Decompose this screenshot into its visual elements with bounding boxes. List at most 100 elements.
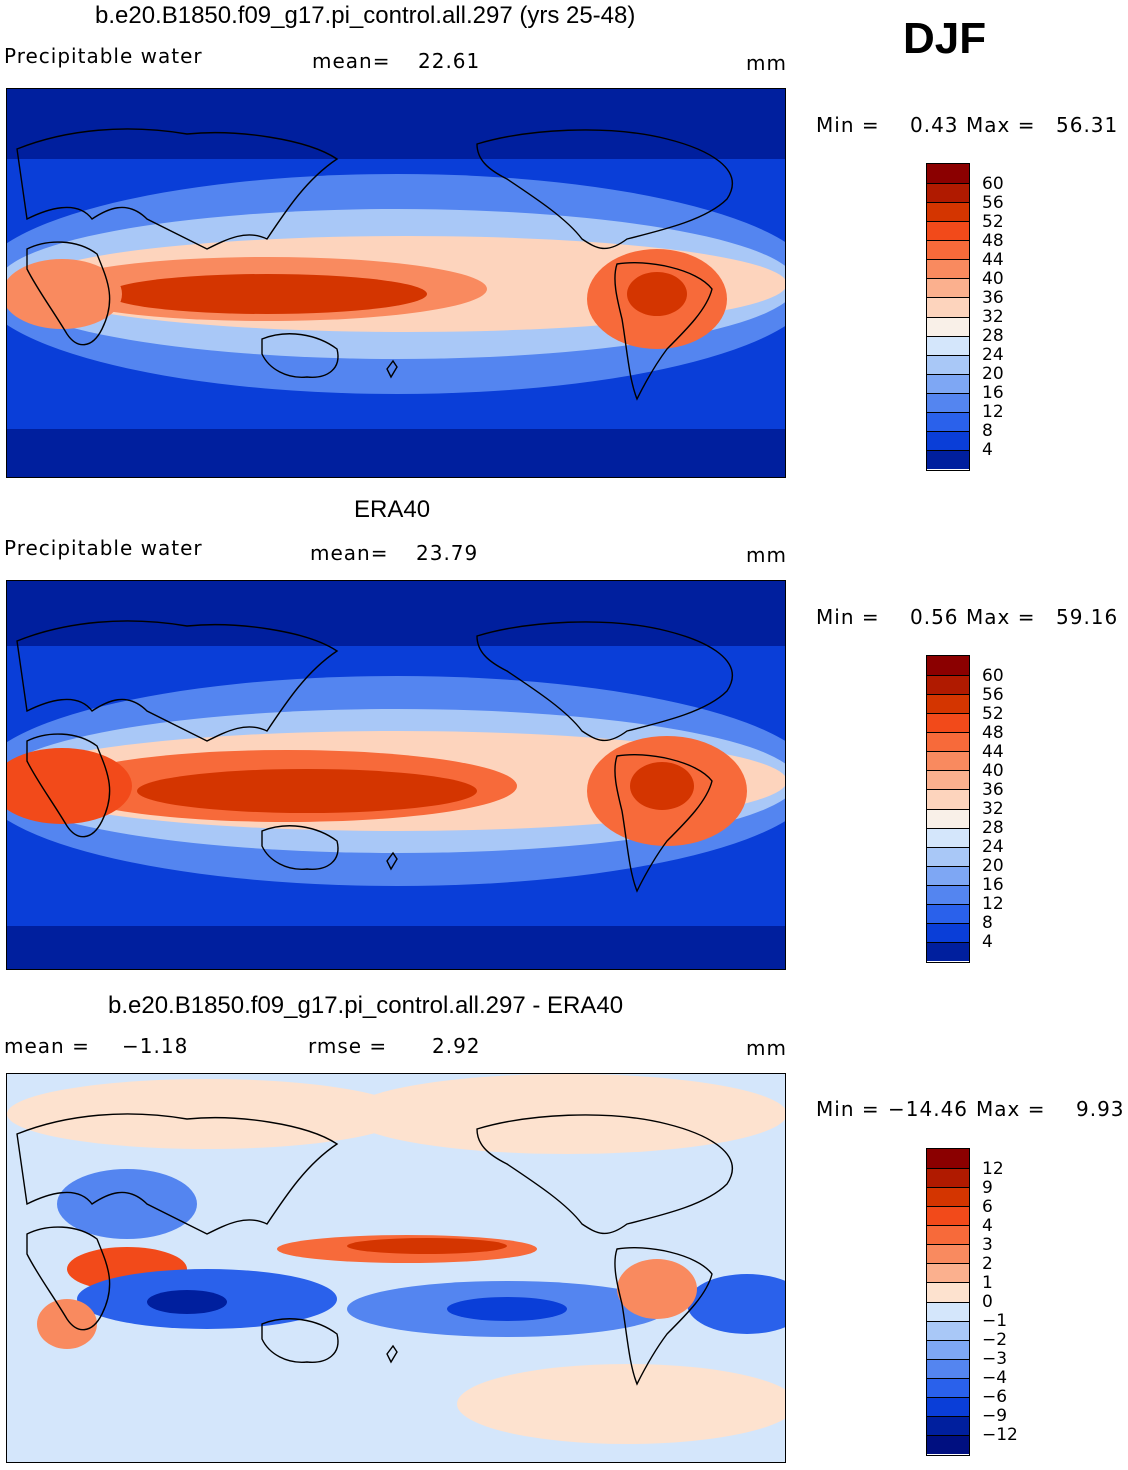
colorbar-swatch — [927, 297, 969, 317]
colorbar-swatch — [927, 922, 969, 942]
panel-3-min-value: −14.46 — [888, 1097, 969, 1121]
map-blob — [457, 1364, 785, 1444]
colorbar-tick-label: −4 — [982, 1368, 1008, 1389]
colorbar-swatch — [927, 884, 969, 904]
coast-australia — [261, 333, 339, 378]
panel-2-map — [6, 580, 786, 970]
colorbar-swatch — [927, 1206, 969, 1226]
coast-south-america — [614, 262, 713, 401]
panel-3-mean-label: mean = — [4, 1034, 90, 1058]
panel-3-max-label: Max = — [976, 1097, 1046, 1121]
colorbar-tick-label: 52 — [982, 211, 1004, 232]
colorbar-swatch — [927, 221, 969, 241]
panel-2-title: ERA40 — [354, 496, 431, 523]
coast-eurasia — [16, 128, 339, 250]
colorbar-tick-label: 4 — [982, 932, 993, 953]
colorbar-tick-label: 60 — [982, 665, 1004, 686]
panel-2-max-label: Max = — [966, 605, 1036, 629]
colorbar-swatch — [927, 164, 969, 184]
coast-australia — [261, 1318, 339, 1363]
colorbar-swatch — [927, 675, 969, 695]
panel-3-rmse-value: 2.92 — [432, 1034, 481, 1058]
coast-new-zealand — [386, 359, 398, 379]
colorbar-tick-label: 28 — [982, 326, 1004, 347]
map-blob — [630, 762, 694, 810]
colorbar-swatch — [927, 411, 969, 431]
map-blob — [7, 1079, 407, 1149]
panel-1-min-value: 0.43 — [910, 113, 959, 137]
colorbar-tick-label: 52 — [982, 703, 1004, 724]
colorbar-tick-label: −6 — [982, 1387, 1008, 1408]
colorbar-swatch — [927, 770, 969, 790]
colorbar-tick-label: 24 — [982, 345, 1004, 366]
map-blob — [7, 259, 122, 329]
coast-eurasia — [16, 620, 339, 742]
map-blob — [617, 1259, 697, 1319]
panel-1-colorbar — [926, 163, 970, 471]
colorbar-tick-label: 12 — [982, 1158, 1004, 1179]
coastlines — [16, 128, 733, 401]
colorbar-swatch — [927, 183, 969, 203]
colorbar-tick-label: 60 — [982, 173, 1004, 194]
colorbar-tick-label: 8 — [982, 913, 993, 934]
colorbar-swatch — [927, 713, 969, 733]
coast-eurasia — [16, 1113, 339, 1235]
panel-1-map-svg — [7, 89, 785, 477]
colorbar-tick-label: 56 — [982, 684, 1004, 705]
panel-2-map-svg — [7, 581, 785, 969]
panel-1-units: mm — [746, 51, 787, 75]
panel-3-rmse-label: rmse = — [308, 1034, 388, 1058]
coast-australia — [261, 825, 339, 870]
colorbar-swatch — [927, 449, 969, 469]
colorbar-swatch — [927, 354, 969, 374]
colorbar-swatch — [927, 278, 969, 298]
colorbar-tick-label: 36 — [982, 779, 1004, 800]
colorbar-swatch — [927, 694, 969, 714]
coast-africa — [26, 241, 111, 346]
colorbar-swatch — [927, 656, 969, 676]
colorbar-tick-label: 1 — [982, 1272, 993, 1293]
colorbar-tick-label: 2 — [982, 1253, 993, 1274]
colorbar-tick-label: 40 — [982, 760, 1004, 781]
panel-2-mean-label: mean= — [310, 541, 389, 565]
panel-1-title: b.e20.B1850.f09_g17.pi_control.all.297 (… — [95, 2, 636, 29]
colorbar-tick-label: 8 — [982, 421, 993, 442]
colorbar-swatch — [927, 373, 969, 393]
colorbar-tick-label: 56 — [982, 192, 1004, 213]
colorbar-swatch — [927, 1282, 969, 1302]
colorbar-swatch — [927, 1320, 969, 1340]
coastlines — [16, 1113, 733, 1386]
colorbar-swatch — [927, 316, 969, 336]
panel-3-min-label: Min = — [816, 1097, 880, 1121]
map-blob — [137, 769, 477, 813]
colorbar-tick-label: 4 — [982, 1215, 993, 1236]
colorbar-swatch — [927, 202, 969, 222]
panel-2-min-value: 0.56 — [910, 605, 959, 629]
map-blob — [57, 1169, 197, 1239]
panel-1-variable: Precipitable water — [4, 44, 203, 68]
colorbar-tick-label: −2 — [982, 1330, 1008, 1351]
map-blob — [447, 1297, 567, 1321]
colorbar-swatch — [927, 1244, 969, 1264]
colorbar-tick-label: 12 — [982, 402, 1004, 423]
map-blob — [347, 1074, 785, 1154]
colorbar-swatch — [927, 808, 969, 828]
colorbar-swatch — [927, 751, 969, 771]
colorbar-swatch — [927, 1301, 969, 1321]
colorbar-tick-label: 28 — [982, 818, 1004, 839]
coast-north-america — [476, 621, 733, 742]
map-blob — [147, 1290, 227, 1314]
panel-1-max-label: Max = — [966, 113, 1036, 137]
map-band — [7, 89, 785, 159]
panel-2-colorbar — [926, 655, 970, 963]
colorbar-tick-label: 6 — [982, 1196, 993, 1217]
colorbar-swatch — [927, 1415, 969, 1435]
panel-3-max-value: 9.93 — [1076, 1097, 1125, 1121]
map-band — [7, 581, 785, 646]
colorbar-tick-label: 36 — [982, 287, 1004, 308]
map-blob — [7, 748, 132, 824]
colorbar-swatch — [927, 941, 969, 961]
map-blob — [347, 1238, 507, 1254]
colorbar-tick-label: −9 — [982, 1406, 1008, 1427]
colorbar-swatch — [927, 1339, 969, 1359]
